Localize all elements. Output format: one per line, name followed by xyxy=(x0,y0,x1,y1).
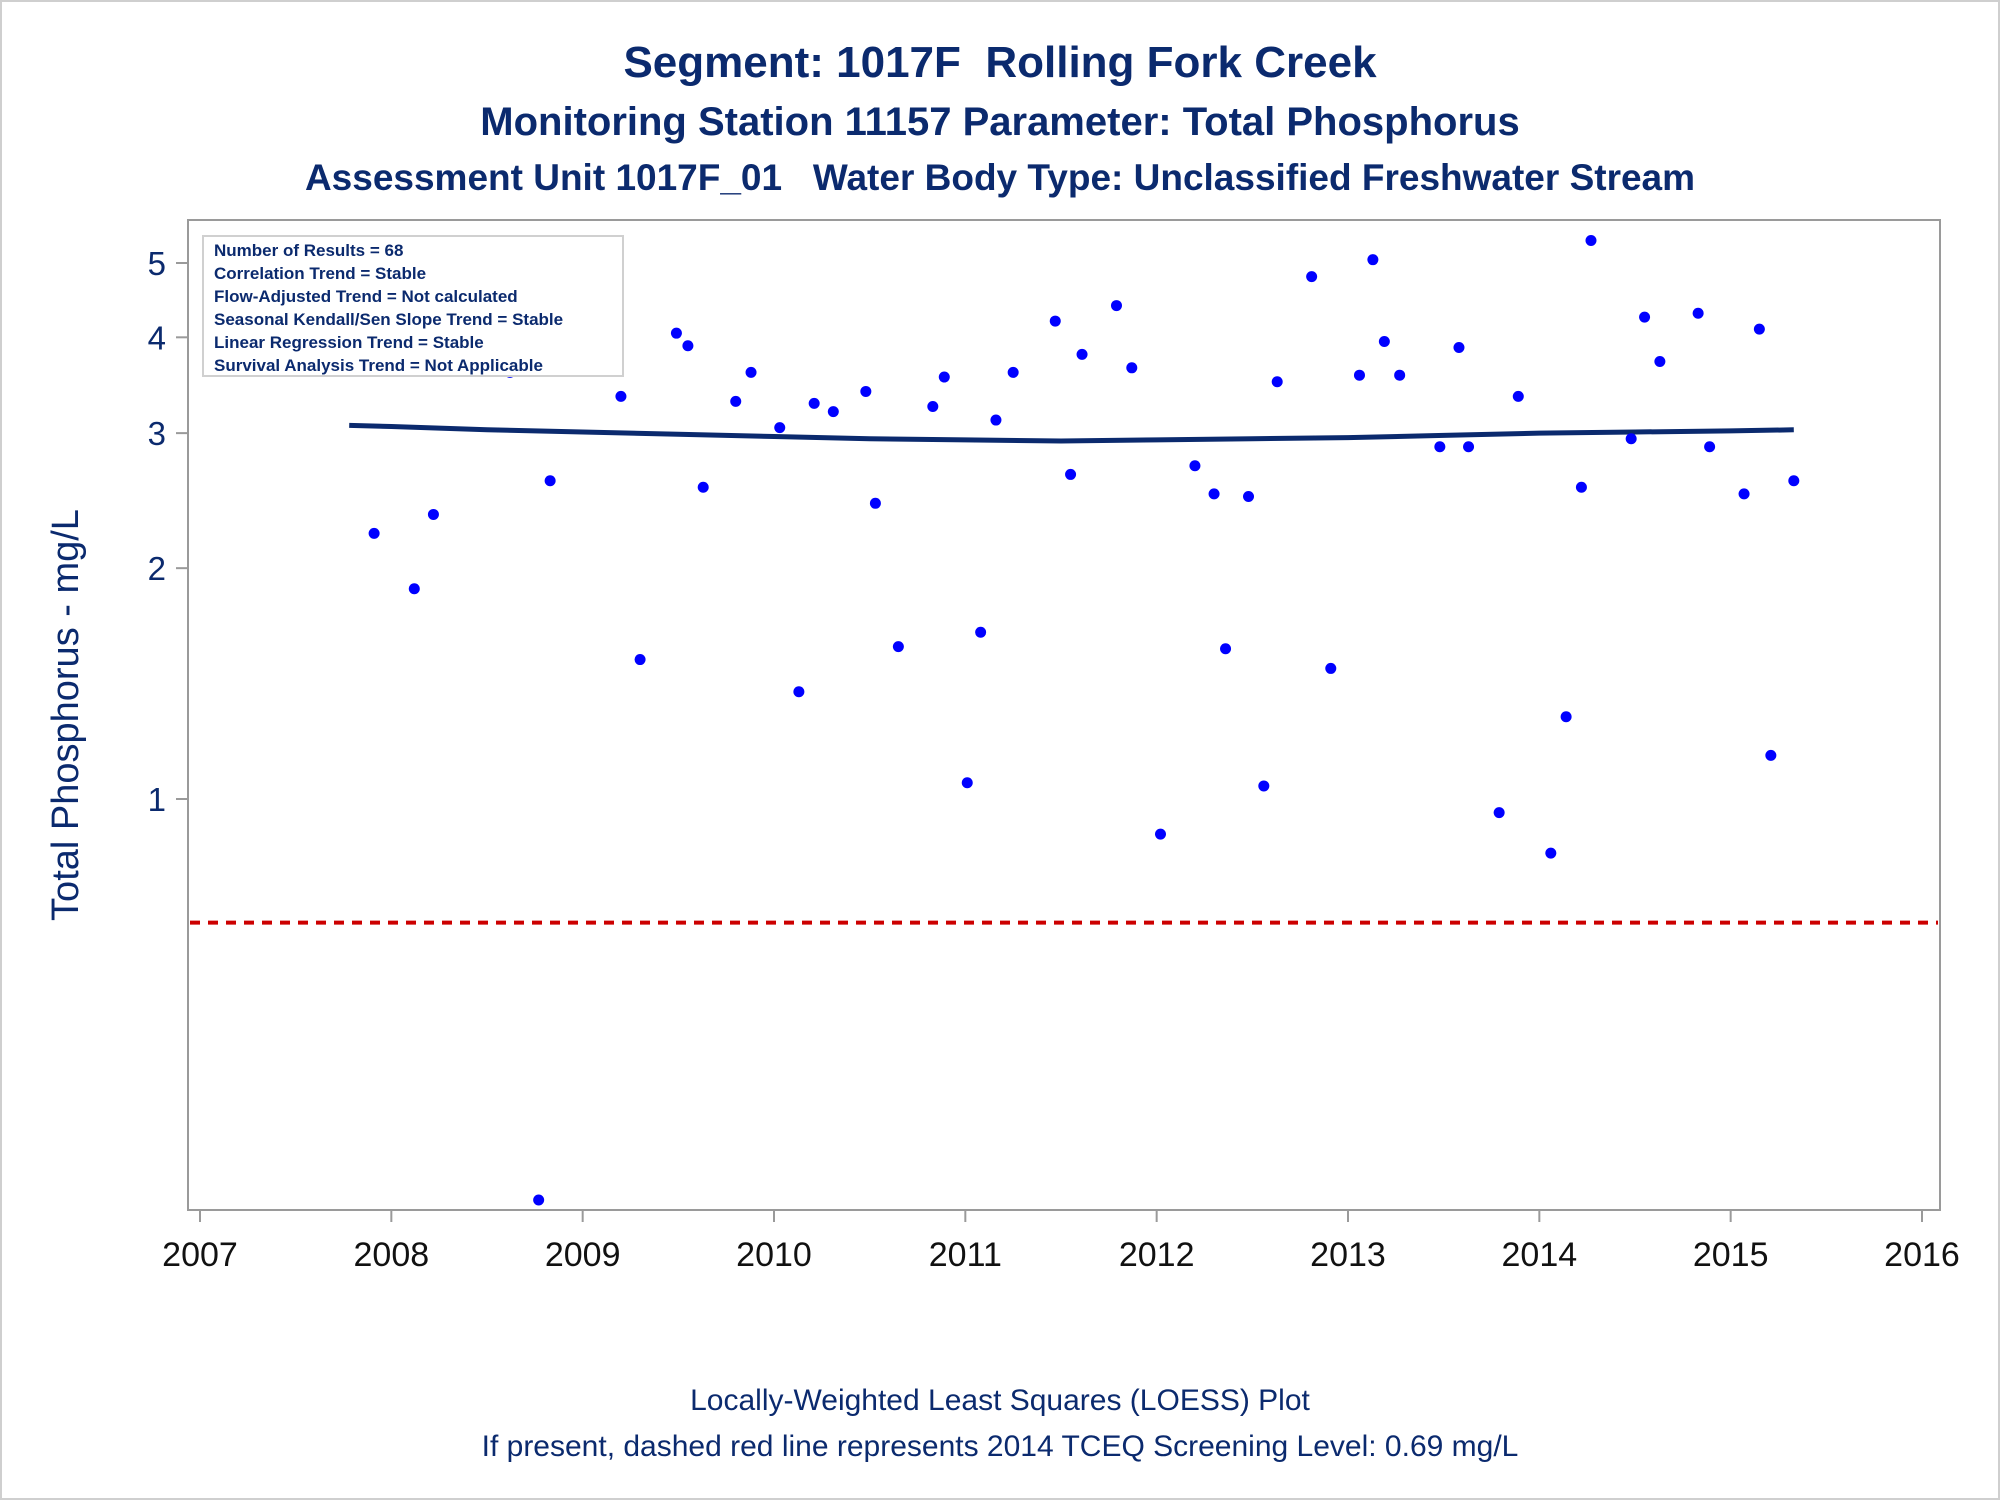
data-point xyxy=(1110,300,1122,312)
data-point xyxy=(961,777,973,789)
footnote-loess: Locally-Weighted Least Squares (LOESS) P… xyxy=(690,1384,1310,1417)
data-point xyxy=(1007,366,1019,378)
footnote-screening-level: If present, dashed red line represents 2… xyxy=(481,1430,1519,1463)
data-point xyxy=(1575,481,1587,493)
data-point xyxy=(533,1194,545,1206)
data-point xyxy=(1189,460,1201,472)
y-tick-label: 5 xyxy=(148,245,166,282)
x-tick-label: 2014 xyxy=(1502,1236,1578,1274)
data-point xyxy=(1788,475,1800,487)
data-point xyxy=(1512,390,1524,402)
data-point xyxy=(697,481,709,493)
data-point xyxy=(1049,315,1061,327)
data-point xyxy=(634,654,646,666)
y-tick-label: 2 xyxy=(148,550,166,587)
x-tick-label: 2007 xyxy=(162,1236,238,1274)
data-point xyxy=(1434,441,1446,453)
trend-summary-line: Number of Results = 68 xyxy=(214,241,403,260)
data-point xyxy=(1654,355,1666,367)
trend-summary-line: Seasonal Kendall/Sen Slope Trend = Stabl… xyxy=(214,310,563,329)
data-point xyxy=(1258,780,1270,792)
trend-summary-line: Survival Analysis Trend = Not Applicable xyxy=(214,356,543,375)
data-point xyxy=(892,641,904,653)
data-point xyxy=(1220,643,1232,655)
data-point xyxy=(1394,369,1406,381)
data-point xyxy=(730,395,742,407)
data-point xyxy=(1463,441,1475,453)
data-point xyxy=(1765,749,1777,761)
trend-summary-line: Linear Regression Trend = Stable xyxy=(214,333,484,352)
data-point xyxy=(1560,711,1572,723)
x-tick-label: 2010 xyxy=(736,1236,812,1274)
data-point xyxy=(927,400,939,412)
x-tick-label: 2012 xyxy=(1119,1236,1195,1274)
y-tick-label: 4 xyxy=(148,319,166,356)
data-point xyxy=(682,340,694,352)
data-point xyxy=(1325,662,1337,674)
data-point xyxy=(1306,271,1318,283)
trend-summary-line: Correlation Trend = Stable xyxy=(214,264,426,283)
data-point xyxy=(869,497,881,509)
data-point xyxy=(1639,311,1651,323)
data-point xyxy=(1453,341,1465,353)
data-point xyxy=(938,371,950,383)
data-point xyxy=(860,385,872,397)
chart-subtitle: Monitoring Station 11157 Parameter: Tota… xyxy=(480,100,1520,144)
data-point xyxy=(1065,468,1077,480)
data-point xyxy=(1493,807,1505,819)
y-tick-label: 1 xyxy=(148,781,166,818)
data-point xyxy=(1154,828,1166,840)
data-point xyxy=(544,475,556,487)
data-point xyxy=(1271,376,1283,388)
data-point xyxy=(670,327,682,339)
x-tick-label: 2008 xyxy=(354,1236,430,1274)
data-point xyxy=(1208,488,1220,500)
y-axis-label: Total Phosphorus - mg/L xyxy=(45,509,87,921)
data-point xyxy=(745,366,757,378)
data-point xyxy=(408,583,420,595)
data-point xyxy=(1704,441,1716,453)
data-point xyxy=(1585,234,1597,246)
trend-summary-line: Flow-Adjusted Trend = Not calculated xyxy=(214,287,518,306)
data-point xyxy=(1545,847,1557,859)
data-point xyxy=(1753,323,1765,335)
data-point xyxy=(1076,348,1088,360)
x-tick-label: 2013 xyxy=(1310,1236,1386,1274)
data-point xyxy=(1353,369,1365,381)
chart-title: Segment: 1017F Rolling Fork Creek xyxy=(623,38,1377,87)
x-tick-label: 2016 xyxy=(1884,1236,1960,1274)
data-point xyxy=(1738,488,1750,500)
chart-subtitle-2: Assessment Unit 1017F_01 Water Body Type… xyxy=(304,157,1696,198)
y-tick-label: 3 xyxy=(148,415,166,452)
data-point xyxy=(1243,491,1255,503)
data-point xyxy=(1625,433,1637,445)
x-tick-label: 2011 xyxy=(929,1236,1002,1274)
plot-area xyxy=(187,219,1941,1211)
data-point xyxy=(1692,307,1704,319)
data-point xyxy=(827,406,839,418)
data-point xyxy=(1367,254,1379,266)
x-tick-label: 2009 xyxy=(545,1236,621,1274)
x-tick-label: 2015 xyxy=(1693,1236,1769,1274)
loess-line xyxy=(349,422,1794,444)
data-point xyxy=(615,390,627,402)
data-point xyxy=(368,527,380,539)
data-point xyxy=(793,686,805,698)
data-point xyxy=(1378,336,1390,348)
data-point xyxy=(427,508,439,520)
data-point xyxy=(975,626,987,638)
trend-summary-box xyxy=(202,235,624,377)
data-point xyxy=(1126,362,1138,374)
data-point xyxy=(808,397,820,409)
data-point xyxy=(990,414,1002,426)
data-point xyxy=(774,422,786,434)
